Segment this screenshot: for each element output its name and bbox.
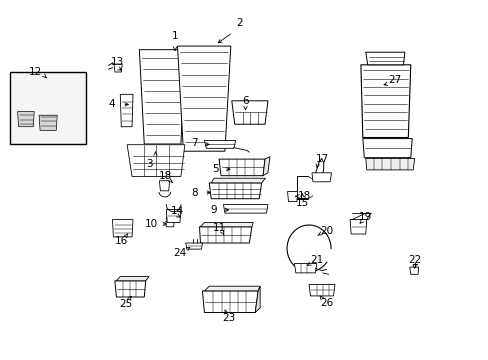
Polygon shape xyxy=(139,50,184,144)
Polygon shape xyxy=(200,222,253,227)
Polygon shape xyxy=(223,204,267,213)
Text: 24: 24 xyxy=(173,248,186,258)
Text: 9: 9 xyxy=(210,205,217,215)
Text: 22: 22 xyxy=(407,255,421,265)
Polygon shape xyxy=(209,183,261,199)
Polygon shape xyxy=(204,286,260,291)
Polygon shape xyxy=(159,181,169,191)
Polygon shape xyxy=(349,220,366,234)
Polygon shape xyxy=(360,65,410,138)
Text: 18: 18 xyxy=(158,171,172,181)
Polygon shape xyxy=(294,264,316,273)
Polygon shape xyxy=(365,52,404,65)
Text: 10: 10 xyxy=(145,219,158,229)
Text: 5: 5 xyxy=(211,164,218,174)
Text: 4: 4 xyxy=(108,99,115,109)
Text: 3: 3 xyxy=(145,159,152,169)
Text: 21: 21 xyxy=(309,255,323,265)
Polygon shape xyxy=(120,94,133,127)
Polygon shape xyxy=(165,221,174,227)
Text: 27: 27 xyxy=(387,75,401,85)
Polygon shape xyxy=(199,227,251,243)
Text: 23: 23 xyxy=(222,312,235,323)
Text: 19: 19 xyxy=(358,212,372,222)
Polygon shape xyxy=(287,192,297,202)
Polygon shape xyxy=(185,243,202,249)
Polygon shape xyxy=(409,267,418,274)
Polygon shape xyxy=(311,173,331,182)
Polygon shape xyxy=(112,220,133,237)
Polygon shape xyxy=(18,112,34,127)
Text: 11: 11 xyxy=(212,222,225,233)
Polygon shape xyxy=(202,291,258,312)
Text: 25: 25 xyxy=(119,299,133,309)
Text: 16: 16 xyxy=(114,236,128,246)
Text: 15: 15 xyxy=(295,198,308,208)
Text: 18: 18 xyxy=(297,191,310,201)
Bar xyxy=(10,72,85,144)
Polygon shape xyxy=(39,115,57,130)
Polygon shape xyxy=(166,210,181,222)
Text: 12: 12 xyxy=(28,67,42,77)
Polygon shape xyxy=(116,276,149,281)
Polygon shape xyxy=(255,286,260,312)
Polygon shape xyxy=(365,158,414,170)
Text: 17: 17 xyxy=(315,154,329,164)
Polygon shape xyxy=(263,157,269,176)
Text: 2: 2 xyxy=(236,18,243,28)
Text: 13: 13 xyxy=(110,57,124,67)
Polygon shape xyxy=(114,64,122,72)
Text: 20: 20 xyxy=(320,226,332,236)
Text: 1: 1 xyxy=(171,31,178,41)
Polygon shape xyxy=(231,101,267,124)
Text: 7: 7 xyxy=(191,138,198,148)
Polygon shape xyxy=(177,46,230,151)
Text: 8: 8 xyxy=(191,188,198,198)
Polygon shape xyxy=(308,284,334,296)
Text: 14: 14 xyxy=(170,206,183,216)
Text: 6: 6 xyxy=(242,96,248,106)
Polygon shape xyxy=(204,140,235,148)
Text: 26: 26 xyxy=(319,298,333,308)
Polygon shape xyxy=(127,145,184,176)
Polygon shape xyxy=(362,139,411,158)
Polygon shape xyxy=(219,159,264,176)
Polygon shape xyxy=(211,178,265,183)
Polygon shape xyxy=(115,281,145,297)
